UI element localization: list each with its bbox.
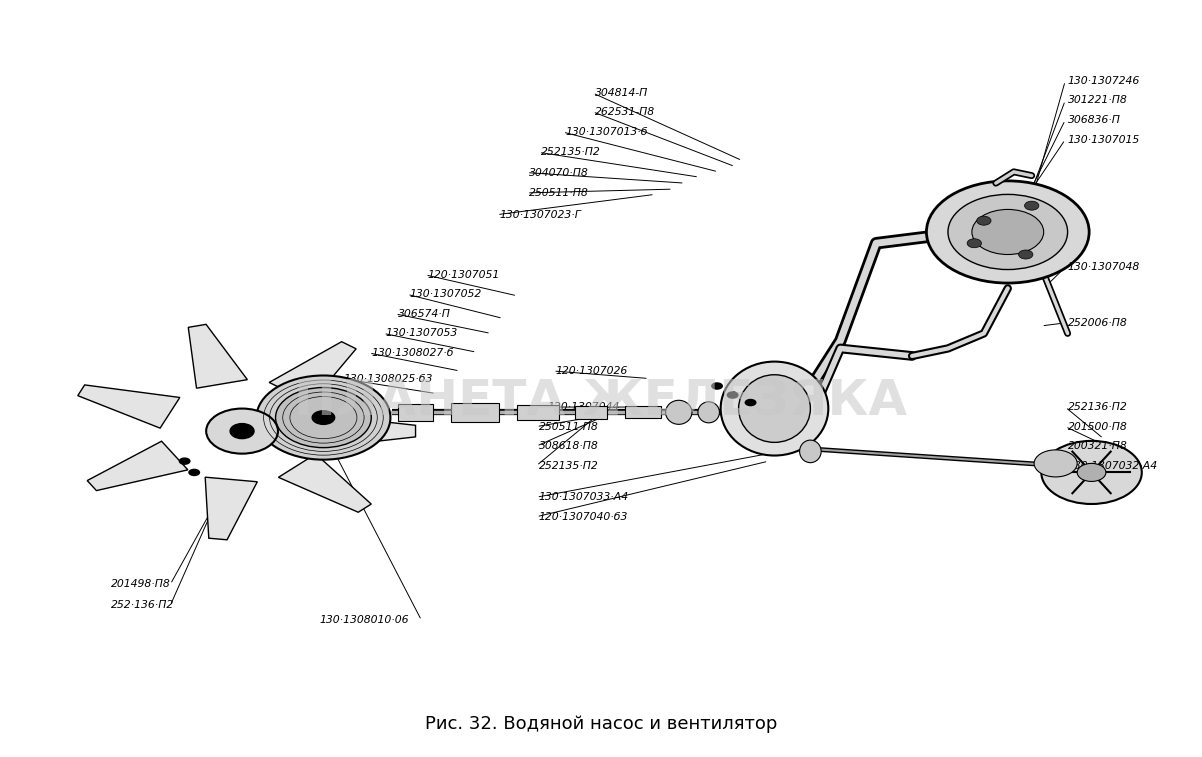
Polygon shape	[78, 385, 180, 428]
Polygon shape	[320, 415, 416, 447]
Circle shape	[230, 424, 254, 438]
Ellipse shape	[721, 362, 828, 456]
Text: 306574·П: 306574·П	[398, 309, 451, 319]
Text: 120·1307044: 120·1307044	[547, 402, 619, 412]
Text: 252135·П2: 252135·П2	[541, 148, 601, 157]
Text: 301221·П8: 301221·П8	[1067, 95, 1127, 105]
Circle shape	[727, 391, 738, 399]
Bar	[517, 405, 559, 420]
Bar	[575, 406, 607, 419]
Text: 130·1307032·А4: 130·1307032·А4	[1067, 461, 1158, 471]
Bar	[398, 404, 434, 421]
Text: 306836·П: 306836·П	[1067, 115, 1120, 125]
Circle shape	[207, 409, 278, 453]
Circle shape	[311, 410, 335, 425]
Polygon shape	[279, 454, 371, 512]
Text: 130·1307023·Г: 130·1307023·Г	[499, 210, 581, 220]
Polygon shape	[269, 341, 356, 403]
Circle shape	[1077, 463, 1106, 481]
Text: 130·1307013·б: 130·1307013·б	[565, 127, 648, 137]
Text: 130·1308027·б: 130·1308027·б	[371, 348, 454, 358]
Text: 130·1307033·А4: 130·1307033·А4	[538, 492, 629, 502]
Circle shape	[189, 469, 201, 476]
Circle shape	[1024, 201, 1039, 210]
Circle shape	[968, 238, 982, 248]
Circle shape	[179, 457, 191, 465]
Circle shape	[256, 375, 391, 459]
Circle shape	[927, 181, 1089, 283]
Circle shape	[1034, 450, 1077, 477]
Text: 120·1307026: 120·1307026	[555, 366, 627, 376]
Text: 304814-П: 304814-П	[595, 88, 648, 98]
Polygon shape	[88, 441, 188, 491]
Text: Рис. 32. Водяной насос и вентилятор: Рис. 32. Водяной насос и вентилятор	[424, 715, 778, 734]
Text: 200321·П8: 200321·П8	[1067, 441, 1127, 451]
Text: 201500·П8: 201500·П8	[1067, 422, 1127, 431]
Bar	[625, 407, 661, 419]
Text: 130·1307015: 130·1307015	[1067, 135, 1139, 145]
Text: 252·136·П2: 252·136·П2	[111, 600, 174, 610]
Polygon shape	[189, 324, 248, 388]
Text: 252135·П2: 252135·П2	[538, 461, 599, 471]
Text: 120·1307051: 120·1307051	[428, 269, 500, 280]
Text: 252006·П8: 252006·П8	[1067, 318, 1127, 328]
Text: 130·1307048: 130·1307048	[1067, 262, 1139, 273]
Text: 130·1307053: 130·1307053	[386, 329, 458, 338]
Text: 130·1308010·06: 130·1308010·06	[320, 615, 410, 625]
Circle shape	[275, 388, 371, 447]
Circle shape	[1041, 441, 1142, 504]
Text: 308618·П8: 308618·П8	[538, 441, 599, 451]
Text: 120·1307040·б3: 120·1307040·б3	[538, 512, 629, 522]
Text: 130·1307246: 130·1307246	[1067, 76, 1139, 86]
Ellipse shape	[799, 440, 821, 463]
Text: 130·1308025·б3: 130·1308025·б3	[344, 373, 433, 384]
Bar	[452, 403, 499, 422]
Ellipse shape	[698, 402, 720, 423]
Circle shape	[972, 210, 1043, 254]
Text: ПЛАНЕТА ЖЕЛЕЗЯКА: ПЛАНЕТА ЖЕЛЕЗЯКА	[294, 377, 908, 425]
Text: 304070·П8: 304070·П8	[529, 167, 589, 178]
Circle shape	[948, 195, 1067, 269]
Text: 130·1307052: 130·1307052	[410, 289, 482, 299]
Circle shape	[1018, 250, 1033, 259]
Text: 250511·П8: 250511·П8	[529, 188, 589, 198]
Text: 201498·П8: 201498·П8	[111, 579, 171, 590]
Circle shape	[977, 217, 990, 225]
Circle shape	[744, 399, 756, 407]
Text: 262531-П8: 262531-П8	[595, 107, 655, 117]
Text: 252136·П2: 252136·П2	[1067, 402, 1127, 412]
Ellipse shape	[738, 375, 810, 442]
Circle shape	[712, 382, 724, 390]
Ellipse shape	[666, 400, 692, 425]
Polygon shape	[206, 477, 257, 540]
Text: 250511·П8: 250511·П8	[538, 422, 599, 431]
